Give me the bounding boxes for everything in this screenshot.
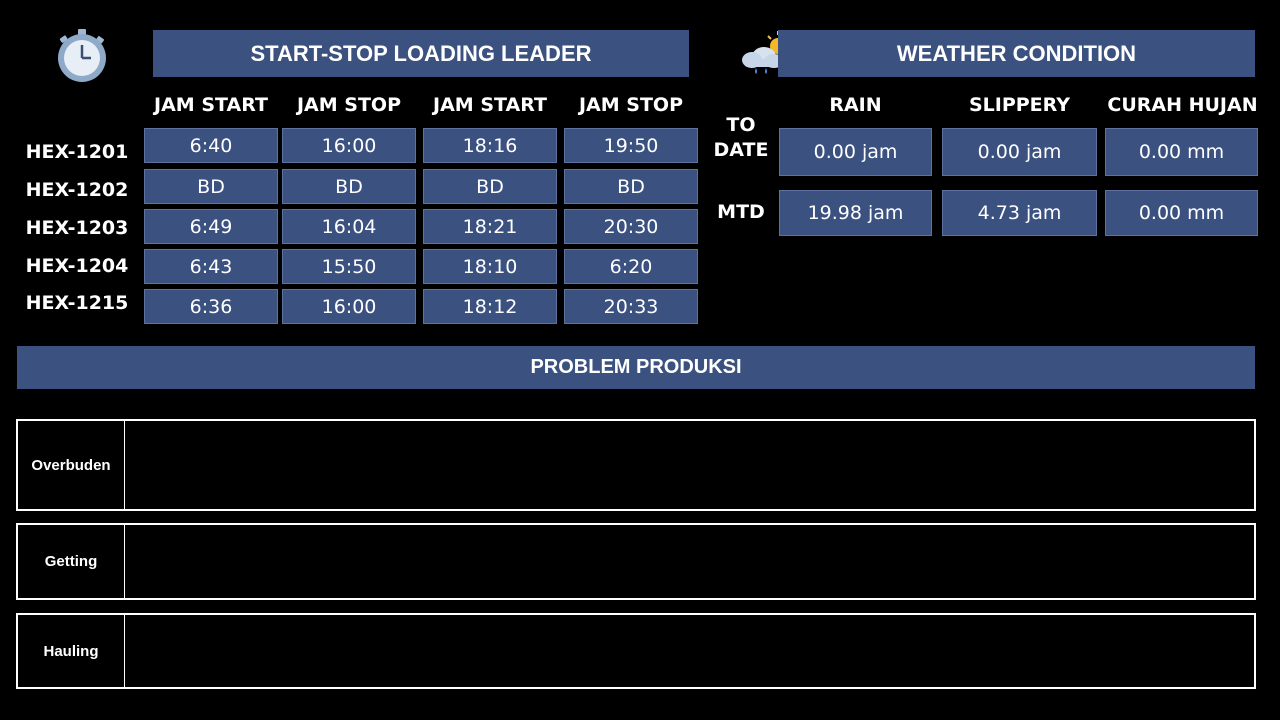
loading-cell: 6:49 [144, 209, 278, 244]
loading-col-header: JAM START [433, 94, 547, 116]
loading-cell: 6:40 [144, 128, 278, 163]
loading-cell: 15:50 [282, 249, 416, 284]
weather-cell: 19.98 jam [779, 190, 932, 236]
loading-col-header: JAM STOP [296, 94, 402, 116]
loading-cell: 16:00 [282, 289, 416, 324]
loading-cell: 6:20 [564, 249, 698, 284]
weather-cell: 0.00 jam [942, 128, 1097, 176]
problem-title: PROBLEM PRODUKSI [17, 346, 1255, 389]
loading-title: START-STOP LOADING LEADER [153, 30, 689, 77]
unit-label: HEX-1201 [25, 141, 129, 163]
unit-label: HEX-1215 [25, 292, 129, 314]
problem-label: Overbuden [18, 421, 125, 509]
loading-cell: 16:04 [282, 209, 416, 244]
loading-cell: 20:30 [564, 209, 698, 244]
weather-cell: 4.73 jam [942, 190, 1097, 236]
problem-box-getting: Getting [16, 523, 1256, 600]
problem-box-hauling: Hauling [16, 613, 1256, 689]
loading-cell: 18:21 [423, 209, 557, 244]
problem-content-area[interactable] [126, 615, 1254, 687]
loading-cell: 18:12 [423, 289, 557, 324]
unit-label: HEX-1204 [25, 255, 129, 277]
weather-cell: 0.00 mm [1105, 190, 1258, 236]
loading-cell: BD [423, 169, 557, 204]
weather-cell: 0.00 jam [779, 128, 932, 176]
loading-cell: BD [144, 169, 278, 204]
problem-box-overbuden: Overbuden [16, 419, 1256, 511]
problem-content-area[interactable] [126, 421, 1254, 509]
problem-label: Getting [18, 525, 125, 598]
weather-col-header: CURAH HUJAN [1107, 94, 1258, 116]
weather-col-header: RAIN [829, 94, 882, 116]
weather-col-header: SLIPPERY [968, 94, 1071, 116]
weather-row-label: TO DATE [713, 114, 769, 161]
loading-cell: 16:00 [282, 128, 416, 163]
loading-cell: BD [282, 169, 416, 204]
loading-cell: BD [564, 169, 698, 204]
unit-label: HEX-1203 [25, 217, 129, 239]
problem-label: Hauling [18, 615, 125, 687]
loading-cell: 18:10 [423, 249, 557, 284]
loading-cell: 18:16 [423, 128, 557, 163]
loading-cell: 6:43 [144, 249, 278, 284]
weather-title: WEATHER CONDITION [778, 30, 1255, 77]
problem-content-area[interactable] [126, 525, 1254, 598]
unit-label: HEX-1202 [25, 179, 129, 201]
stopwatch-icon [50, 28, 114, 84]
loading-cell: 19:50 [564, 128, 698, 163]
weather-row-label: MTD [717, 201, 765, 223]
loading-cell: 20:33 [564, 289, 698, 324]
loading-cell: 6:36 [144, 289, 278, 324]
loading-col-header: JAM START [154, 94, 268, 116]
weather-cell: 0.00 mm [1105, 128, 1258, 176]
loading-col-header: JAM STOP [578, 94, 684, 116]
